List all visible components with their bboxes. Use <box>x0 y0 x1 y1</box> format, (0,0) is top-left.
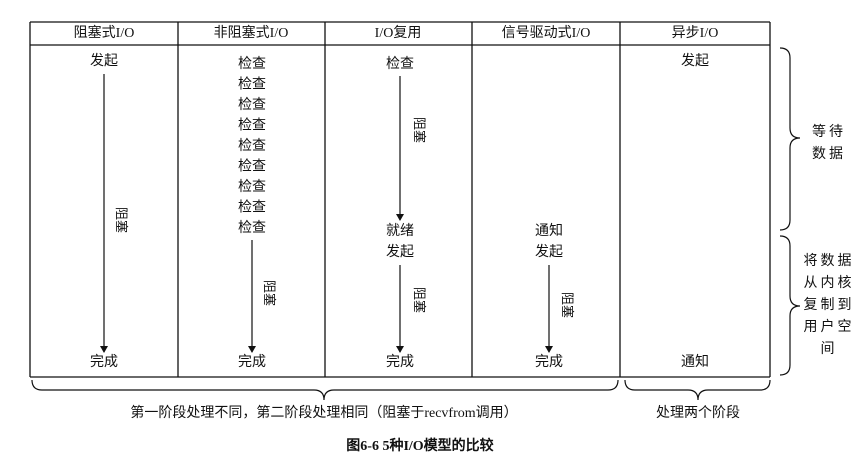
check-label: 检查 <box>238 138 266 154</box>
column-header: I/O复用 <box>375 24 422 41</box>
footer-text: 处理两个阶段 <box>656 405 740 421</box>
check-label: 检查 <box>238 97 266 113</box>
step-label: 完成 <box>90 354 118 370</box>
check-label: 检查 <box>238 56 266 72</box>
check-label: 检查 <box>238 118 266 134</box>
check-label: 检查 <box>238 200 266 216</box>
step-label: 发起 <box>535 244 563 260</box>
block-label: 阻塞 <box>412 287 427 313</box>
step-label: 完成 <box>238 354 266 370</box>
phase-brace <box>779 235 801 376</box>
phase-line: 复制到 <box>804 296 855 313</box>
column-header: 异步I/O <box>672 25 719 41</box>
phase-line: 将数据 <box>804 253 855 269</box>
step-label: 通知 <box>681 353 709 370</box>
phase-brace <box>779 47 801 231</box>
step-label: 检查 <box>386 56 414 72</box>
footer-text: 第一阶段处理不同，第二阶段处理相同（阻塞于recvfrom调用） <box>130 404 517 421</box>
column-header: 非阻塞式I/O <box>214 24 289 41</box>
caption: 图6-6 5种I/O模型的比较 <box>346 437 493 454</box>
check-label: 检查 <box>238 179 266 195</box>
column-header: 阻塞式I/O <box>74 24 135 41</box>
step-label: 完成 <box>535 354 563 370</box>
table-frame <box>29 21 771 378</box>
bottom-brace <box>624 379 771 401</box>
phase-line: 用户空 <box>804 318 855 335</box>
column-header: 信号驱动式I/O <box>502 25 591 41</box>
check-label: 检查 <box>238 77 266 93</box>
step-label: 发起 <box>386 244 414 260</box>
step-label: 发起 <box>681 53 709 69</box>
bottom-brace <box>31 379 619 401</box>
block-label: 阻塞 <box>262 280 277 306</box>
phase-line: 等待 <box>812 123 846 140</box>
step-label: 完成 <box>386 354 414 370</box>
check-label: 检查 <box>238 220 266 236</box>
block-label: 阻塞 <box>412 117 427 143</box>
phase-line: 数据 <box>812 146 846 162</box>
block-label: 阻塞 <box>114 207 129 233</box>
step-label: 就绪 <box>386 223 414 239</box>
step-label: 通知 <box>535 222 563 239</box>
check-label: 检查 <box>238 159 266 175</box>
phase-line: 间 <box>821 341 838 357</box>
phase-line: 从内核 <box>804 275 855 291</box>
step-label: 发起 <box>90 53 118 69</box>
block-label: 阻塞 <box>560 292 575 318</box>
